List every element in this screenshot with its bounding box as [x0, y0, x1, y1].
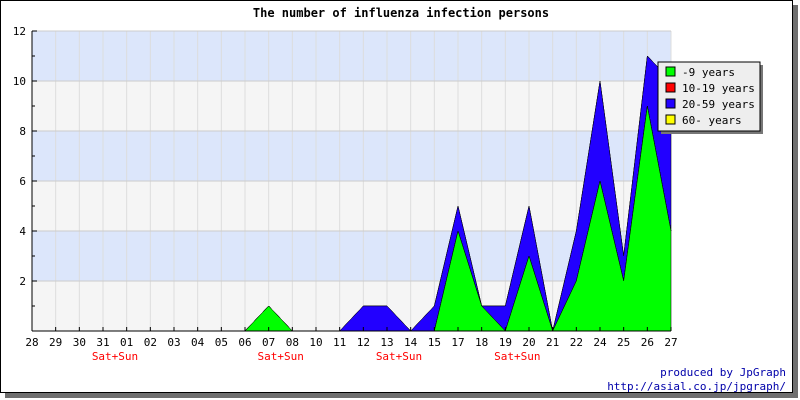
x-tick-label: 25 — [617, 336, 630, 349]
x-tick-label: 17 — [451, 336, 464, 349]
x-tick-label: 20 — [522, 336, 535, 349]
x-tick-label: 03 — [167, 336, 180, 349]
legend-swatch-9-years — [665, 66, 676, 77]
x-tick-label: 06 — [238, 336, 251, 349]
influenza-chart: The number of influenza infection person… — [13, 6, 786, 393]
plot-band — [32, 31, 671, 81]
legend: -9 years 10-19 years 20-59 years 60- years — [657, 61, 763, 134]
x-tick-label: 21 — [546, 336, 559, 349]
weekend-labels: Sat+Sun Sat+Sun Sat+Sun Sat+Sun — [92, 350, 541, 363]
plot-band — [32, 131, 671, 181]
x-tick-label: 07 — [262, 336, 275, 349]
x-tick-label: 08 — [286, 336, 299, 349]
plot-band — [32, 81, 671, 131]
x-tick-label: 28 — [25, 336, 38, 349]
x-tick-label: 11 — [333, 336, 346, 349]
legend-label-60-years: 60- years — [682, 114, 742, 127]
y-tick-label: 6 — [19, 175, 26, 188]
x-tick-label: 29 — [49, 336, 62, 349]
legend-label-20-59-years: 20-59 years — [682, 98, 755, 111]
y-tick-label: 10 — [13, 75, 26, 88]
y-tick-label: 2 — [19, 275, 26, 288]
y-tick-label: 8 — [19, 125, 26, 138]
x-tick-label: 02 — [144, 336, 157, 349]
x-tick-label: 31 — [96, 336, 109, 349]
credit-line-1: produced by JpGraph — [660, 366, 786, 379]
x-tick-label: 05 — [215, 336, 228, 349]
x-tick-label: 04 — [191, 336, 205, 349]
x-tick-label: 10 — [309, 336, 322, 349]
x-tick-label: 15 — [428, 336, 441, 349]
weekend-label: Sat+Sun — [257, 350, 303, 363]
plot-band — [32, 231, 671, 281]
x-tick-labels: 28 29 30 31 01 02 03 04 05 06 07 08 10 11 12 13 14 15 17 18… — [25, 336, 677, 349]
legend-label-9-years: -9 years — [682, 66, 735, 79]
x-tick-label: 01 — [120, 336, 133, 349]
x-tick-label: 22 — [570, 336, 583, 349]
x-tick-label: 19 — [499, 336, 512, 349]
x-tick-label: 14 — [404, 336, 418, 349]
x-tick-label: 26 — [641, 336, 654, 349]
y-tick-labels: 2 4 6 8 10 12 — [13, 25, 27, 288]
credit-link[interactable]: http://asial.co.jp/jpgraph/ — [607, 380, 786, 393]
axes — [31, 30, 672, 332]
x-tick-label: 13 — [380, 336, 393, 349]
x-tick-label: 27 — [664, 336, 677, 349]
y-tick-label: 12 — [13, 25, 26, 38]
x-tick-label: 24 — [593, 336, 607, 349]
x-tick-label: 12 — [357, 336, 370, 349]
plot-bands — [32, 31, 671, 331]
y-tick-label: 4 — [19, 225, 26, 238]
weekend-label: Sat+Sun — [92, 350, 138, 363]
x-tick-label: 30 — [73, 336, 86, 349]
weekend-label: Sat+Sun — [494, 350, 540, 363]
chart-frame: The number of influenza infection person… — [0, 0, 793, 393]
legend-label-10-19-years: 10-19 years — [682, 82, 755, 95]
legend-swatch-20-59-years — [665, 98, 676, 109]
legend-swatch-60-years — [665, 114, 676, 125]
chart-title: The number of influenza infection person… — [253, 6, 549, 20]
x-tick-label: 18 — [475, 336, 488, 349]
plot-band — [32, 181, 671, 231]
weekend-label: Sat+Sun — [376, 350, 422, 363]
legend-swatch-10-19-years — [665, 82, 676, 93]
